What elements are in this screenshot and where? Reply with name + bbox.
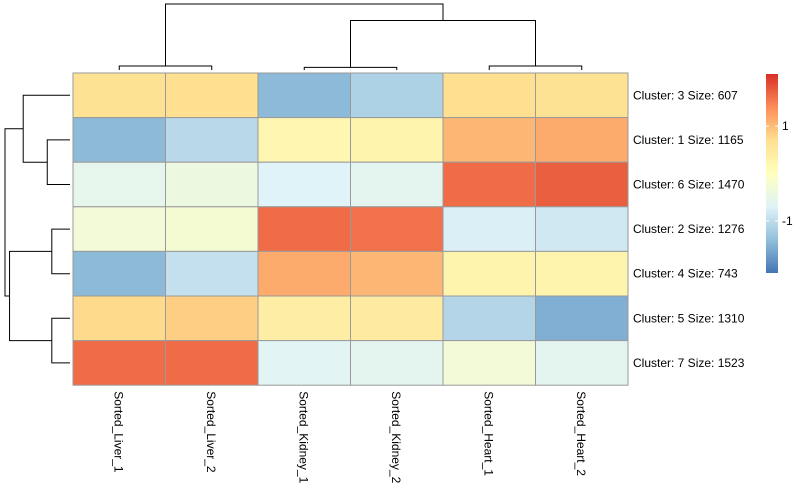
row-dendrogram-link bbox=[51, 228, 70, 275]
heatmap-cell bbox=[535, 206, 629, 252]
legend-color-bar bbox=[766, 74, 778, 273]
color-legend: 1 -1 bbox=[766, 74, 793, 273]
heatmap-cell bbox=[350, 250, 444, 297]
row-dendrogram-link bbox=[4, 128, 24, 297]
heatmap-cell bbox=[72, 161, 166, 208]
heatmap-cell bbox=[442, 206, 536, 252]
row-label: Cluster: 5 Size: 1310 bbox=[633, 311, 745, 325]
row-dendrogram bbox=[4, 94, 70, 364]
heatmap-cell bbox=[72, 117, 166, 163]
heatmap-cell bbox=[442, 295, 536, 342]
row-dendrogram-link bbox=[46, 139, 70, 185]
heatmap-cell bbox=[535, 295, 629, 342]
heatmap-cell bbox=[535, 340, 629, 386]
heatmap-cell bbox=[350, 340, 444, 386]
heatmap-cell bbox=[257, 117, 351, 163]
column-label: Sorted_Heart_1 bbox=[481, 391, 495, 476]
heatmap-cell bbox=[257, 161, 351, 208]
column-label: Sorted_Liver_2 bbox=[204, 391, 218, 473]
heatmap-cell bbox=[350, 72, 444, 119]
heatmap-cell bbox=[350, 117, 444, 163]
heatmap-cell bbox=[257, 206, 351, 252]
heatmap-cell bbox=[72, 206, 166, 252]
heatmap-cell bbox=[72, 295, 166, 342]
heatmap-cell bbox=[442, 117, 536, 163]
row-dendrogram-link bbox=[9, 250, 52, 342]
heatmap-cell bbox=[257, 340, 351, 386]
heatmap-cell bbox=[165, 295, 259, 342]
row-dendrogram-link bbox=[51, 317, 70, 364]
heatmap-cell bbox=[535, 250, 629, 297]
column-label: Sorted_Kidney_2 bbox=[389, 391, 403, 483]
heatmap-cell bbox=[442, 72, 536, 119]
row-dendrogram-link bbox=[22, 94, 70, 163]
heatmap-cell bbox=[257, 250, 351, 297]
row-label: Cluster: 1 Size: 1165 bbox=[633, 133, 744, 147]
column-dendrogram-link bbox=[350, 20, 536, 68]
column-label: Sorted_Liver_1 bbox=[111, 391, 125, 473]
heatmap-cell bbox=[257, 295, 351, 342]
heatmap-cells bbox=[72, 72, 629, 386]
column-label: Sorted_Kidney_1 bbox=[296, 391, 310, 483]
heatmap-cell bbox=[165, 117, 259, 163]
column-dendrogram-link bbox=[165, 3, 444, 67]
column-dendrogram-link bbox=[303, 66, 398, 70]
heatmap-cell bbox=[257, 72, 351, 119]
heatmap-cell bbox=[165, 250, 259, 297]
legend-tick-label: -1 bbox=[782, 214, 793, 228]
heatmap-cell bbox=[350, 206, 444, 252]
legend-tick-label: 1 bbox=[782, 119, 789, 133]
heatmap-cell bbox=[442, 340, 536, 386]
column-dendrogram bbox=[118, 3, 583, 70]
heatmap-cell bbox=[165, 161, 259, 208]
heatmap-cell bbox=[72, 250, 166, 297]
row-labels: Cluster: 3 Size: 607 Cluster: 1 Size: 116… bbox=[633, 88, 745, 370]
column-labels: Sorted_Liver_1 Sorted_Liver_2 Sorted_Kidne… bbox=[111, 391, 588, 483]
row-label: Cluster: 6 Size: 1470 bbox=[633, 178, 745, 192]
row-label: Cluster: 3 Size: 607 bbox=[633, 88, 738, 102]
heatmap-cell bbox=[165, 72, 259, 119]
row-label: Cluster: 7 Size: 1523 bbox=[633, 356, 745, 370]
column-label: Sorted_Heart_2 bbox=[574, 391, 588, 476]
heatmap-cell bbox=[535, 72, 629, 119]
heatmap-cell bbox=[350, 161, 444, 208]
column-dendrogram-link bbox=[488, 65, 583, 70]
heatmap-cell bbox=[442, 161, 536, 208]
heatmap-cell bbox=[72, 340, 166, 386]
row-label: Cluster: 4 Size: 743 bbox=[633, 267, 738, 281]
heatmap-cell bbox=[72, 72, 166, 119]
row-label: Cluster: 2 Size: 1276 bbox=[633, 222, 745, 236]
heatmap-cell bbox=[165, 340, 259, 386]
heatmap-cell bbox=[165, 206, 259, 252]
heatmap-cell bbox=[442, 250, 536, 297]
heatmap-cell bbox=[350, 295, 444, 342]
heatmap-cell bbox=[535, 117, 629, 163]
column-dendrogram-link bbox=[118, 65, 213, 70]
heatmap-cell bbox=[535, 161, 629, 208]
